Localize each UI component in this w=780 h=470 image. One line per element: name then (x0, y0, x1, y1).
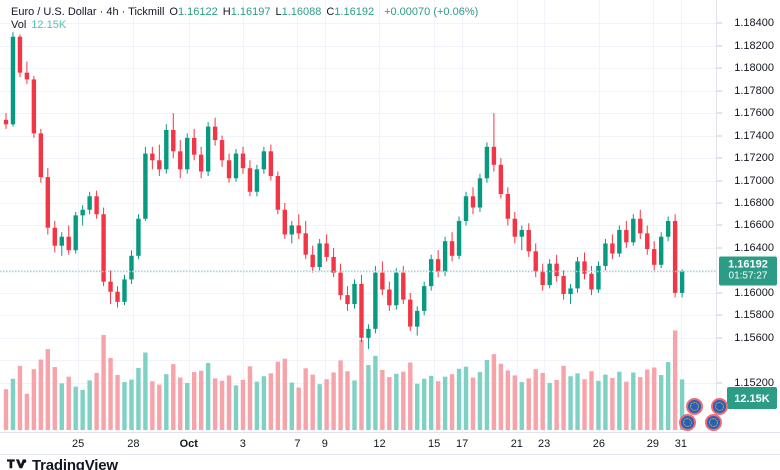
price-tick-dash (717, 180, 722, 182)
price-tick-label: 1.16600 (734, 219, 774, 232)
price-tick-label: 1.16000 (734, 286, 774, 299)
time-tick-label: 12 (373, 438, 386, 450)
time-tick-label: Oct (179, 438, 198, 450)
price-tick-dash (717, 67, 722, 69)
flag-stars-icon (690, 402, 699, 411)
price-tick-dash (717, 337, 722, 339)
current-volume-badge[interactable]: 12.15K (727, 387, 777, 409)
price-tick-dash (717, 90, 722, 92)
usa-event-1-marker[interactable] (711, 398, 728, 415)
time-tick-label: 23 (538, 438, 551, 450)
time-tick-label: 29 (646, 438, 659, 450)
price-tick-dash (717, 202, 722, 204)
price-tick-dash (717, 247, 722, 249)
flag-stars-icon (715, 402, 724, 411)
flag-stars-icon (683, 418, 692, 427)
time-tick-label: 17 (456, 438, 469, 450)
flag-stars-icon (709, 418, 718, 427)
time-tick-label: 28 (127, 438, 140, 450)
price-tick-label: 1.17800 (734, 84, 774, 97)
price-tick-label: 1.18400 (734, 17, 774, 30)
tradingview-wordmark: TradingView (32, 457, 118, 470)
price-tick-label: 1.15200 (734, 376, 774, 389)
time-tick-label: 3 (239, 438, 246, 450)
price-tick-label: 1.15600 (734, 331, 774, 344)
time-tick-label: 7 (294, 438, 301, 450)
price-tick-dash (717, 22, 722, 24)
current-volume-value: 12.15K (734, 393, 770, 405)
price-tick-label: 1.17200 (734, 152, 774, 165)
price-tick-label: 1.18000 (734, 62, 774, 75)
time-tick-label: 31 (674, 438, 687, 450)
time-tick-label: 25 (71, 438, 85, 450)
eurozone-event-2-marker[interactable] (679, 414, 696, 431)
tradingview-logo[interactable]: TradingView (7, 458, 118, 470)
price-tick-label: 1.18200 (734, 39, 774, 52)
price-tick-label: 1.17000 (734, 174, 774, 187)
current-price-value: 1.16192 (728, 258, 768, 271)
price-tick-dash (717, 382, 722, 384)
bar-countdown-timer: 01:57:27 (728, 270, 768, 282)
chart-gridlines (0, 0, 716, 432)
time-tick-label: 15 (428, 438, 441, 450)
price-tick-dash (717, 45, 722, 47)
current-price-badge[interactable]: 1.16192 01:57:27 (719, 256, 777, 286)
price-tick-dash (717, 224, 722, 226)
price-tick-dash (717, 157, 722, 159)
time-tick-label: 26 (592, 438, 605, 450)
price-tick-dash (717, 135, 722, 137)
price-tick-label: 1.16800 (734, 197, 774, 209)
chart-plot-area[interactable] (0, 0, 716, 432)
time-tick-label: 21 (510, 438, 523, 450)
price-tick-label: 1.15800 (734, 309, 774, 322)
price-line-overlay (0, 270, 716, 273)
price-tick-dash (717, 292, 722, 294)
price-tick-label: 1.17600 (734, 107, 774, 120)
brand-bar: TradingView (0, 454, 780, 470)
price-tick-label: 1.16400 (734, 241, 774, 254)
price-tick-dash (717, 112, 722, 114)
time-tick-label: 9 (321, 438, 328, 450)
price-scale[interactable]: 1.16192 01:57:27 12.15K 1.18400 1.18200 1.… (716, 0, 780, 432)
tradingview-mark-icon (7, 459, 27, 469)
usa-event-2-marker[interactable] (705, 414, 722, 431)
price-tick-dash (717, 314, 722, 316)
eurozone-event-1-marker[interactable] (686, 398, 703, 415)
time-scale[interactable]: 25 28 Oct 3 7 9 12 15 17 21 23 26 29 31 (0, 432, 780, 454)
candlestick-series (3, 32, 685, 431)
price-tick-label: 1.17400 (734, 129, 774, 142)
